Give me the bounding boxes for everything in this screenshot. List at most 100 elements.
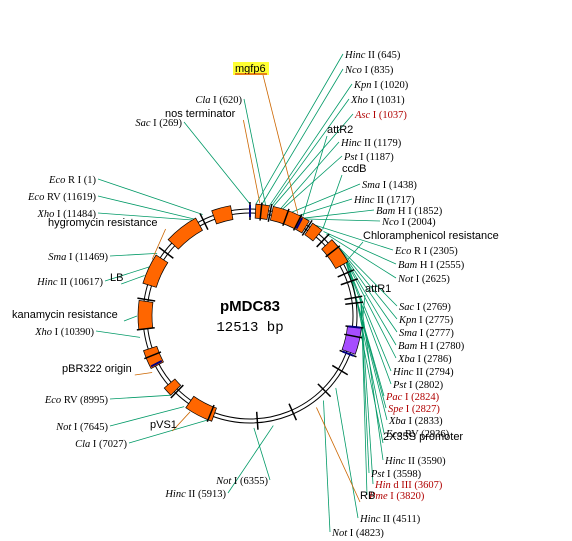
leader-line	[227, 425, 274, 494]
enzyme-name: Sma	[362, 180, 380, 191]
leader-line	[316, 407, 361, 503]
enzyme-name: Hinc	[36, 277, 58, 288]
site-label: Sma I (11469)	[48, 252, 108, 263]
site-label: Sma I (2777)	[399, 328, 454, 339]
enzyme-position: I (6355)	[231, 476, 268, 487]
enzyme-position: II (645)	[365, 50, 400, 61]
site-tick	[301, 219, 313, 236]
leader-line	[253, 427, 271, 481]
enzyme-name: Pst	[370, 469, 386, 480]
leader-line	[183, 121, 251, 205]
leader-line	[121, 275, 145, 285]
feature-label: pVS1	[150, 419, 177, 431]
site-label: Not I (2625)	[397, 274, 450, 285]
enzyme-position: H I (2555)	[417, 260, 464, 271]
site-tick	[337, 268, 355, 278]
feature-label: Chloramphenicol resistance	[363, 230, 499, 242]
enzyme-name: Asc	[354, 110, 371, 121]
enzyme-name: Not	[331, 528, 348, 539]
enzyme-position: I (2824)	[402, 392, 439, 403]
site-tick	[292, 214, 303, 231]
feature-arc	[269, 206, 310, 234]
site-tick	[345, 301, 364, 306]
enzyme-name: Kpn	[398, 315, 417, 326]
feature-label: ccdB	[342, 163, 366, 175]
enzyme-position: I (2775)	[417, 315, 454, 326]
feature-arc	[254, 203, 270, 220]
site-label: Pme I (3820)	[368, 491, 425, 502]
leader-line	[123, 315, 138, 322]
enzyme-position: R I (1)	[65, 175, 96, 186]
site-label: Not I (7645)	[55, 422, 108, 433]
feature-arc	[142, 254, 169, 288]
site-tick	[255, 411, 259, 430]
feature-arc	[137, 300, 154, 331]
enzyme-position: RV (11619)	[44, 192, 96, 203]
leader-line	[280, 141, 340, 209]
site-tick	[144, 351, 162, 360]
feature-label: hygromycin resistance	[48, 217, 157, 229]
site-label: Cla I (620)	[195, 95, 242, 106]
enzyme-name: Spe	[388, 404, 404, 415]
site-label: Kpn I (2775)	[398, 315, 454, 326]
enzyme-name: Bam	[376, 206, 396, 217]
leader-line	[335, 243, 398, 307]
enzyme-position: I (2769)	[414, 302, 451, 313]
enzyme-position: I (269)	[151, 118, 183, 129]
enzyme-name: Sac	[135, 118, 151, 129]
site-label: Hinc II (4511)	[359, 514, 421, 525]
leader-line	[359, 296, 384, 461]
enzyme-name: Pme	[368, 491, 388, 502]
site-tick	[282, 208, 290, 227]
enzyme-position: II (1717)	[374, 195, 415, 206]
site-tick	[136, 326, 155, 331]
enzyme-name: Hinc	[344, 50, 366, 61]
enzyme-position: I (3598)	[384, 469, 421, 480]
feature-arc	[163, 378, 182, 396]
leader-line	[298, 198, 353, 216]
leader-line	[305, 218, 381, 222]
enzyme-position: H I (2780)	[417, 341, 464, 352]
enzyme-name: Eco	[27, 192, 44, 203]
site-label: Hinc II (2794)	[392, 367, 454, 378]
leader-line	[262, 74, 299, 214]
leader-line	[326, 233, 397, 279]
enzyme-name: Cla	[195, 95, 210, 106]
enzyme-position: I (1438)	[380, 180, 417, 191]
site-label: Xba I (2833)	[388, 416, 443, 427]
site-label: Sma I (1438)	[362, 180, 417, 191]
enzyme-position: I (1037)	[370, 110, 407, 121]
feature-label: LB	[110, 272, 123, 284]
enzyme-name: Cla	[75, 439, 90, 450]
enzyme-position: I (1020)	[372, 80, 409, 91]
site-marker	[150, 360, 163, 368]
feature-highlight	[233, 62, 269, 75]
site-tick	[344, 333, 363, 339]
enzyme-position: II (1179)	[361, 138, 401, 149]
leader-line	[360, 335, 384, 444]
enzyme-position: H I (1852)	[395, 206, 442, 217]
feature-label: kanamycin resistance	[12, 309, 118, 321]
site-label: Pst I (2802)	[392, 380, 444, 391]
enzyme-position: I (7027)	[90, 439, 127, 450]
site-tick	[158, 246, 174, 259]
site-labels: Hinc II (645)Nco I (835)Kpn I (1020)Xho …	[27, 50, 465, 539]
leader-line	[269, 83, 353, 206]
enzyme-position: I (4823)	[347, 528, 384, 539]
enzyme-name: Eco	[394, 246, 411, 257]
site-tick	[317, 383, 332, 398]
enzyme-position: I (2833)	[406, 416, 443, 427]
enzyme-name: Not	[397, 274, 414, 285]
feature-arc	[341, 325, 362, 355]
leader-line	[322, 174, 343, 230]
leader-line	[95, 330, 141, 338]
site-label: Nco I (2004)	[381, 217, 436, 228]
leader-line	[109, 252, 158, 257]
enzyme-name: Hinc	[340, 138, 362, 149]
feature-arc	[304, 222, 323, 242]
enzyme-position: II (3590)	[405, 456, 446, 467]
site-label: Eco R I (1)	[48, 175, 96, 186]
site-tick	[316, 233, 330, 248]
enzyme-name: Nco	[344, 65, 362, 76]
leader-line	[243, 119, 261, 204]
